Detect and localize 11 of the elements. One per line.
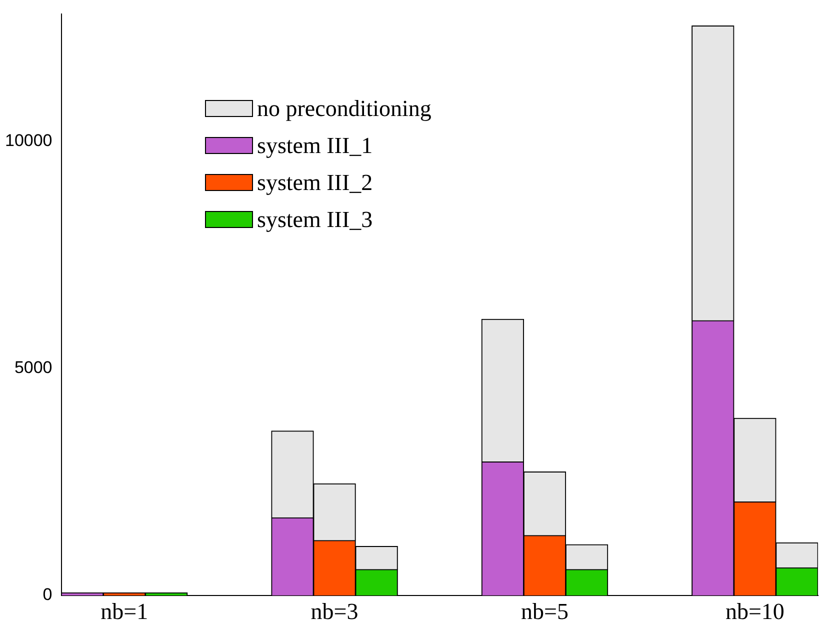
legend-label: no preconditioning	[257, 95, 432, 123]
x-tick-label: nb=3	[310, 599, 358, 624]
y-tick-label: 10000	[4, 130, 52, 150]
x-tick-label: nb=5	[520, 599, 568, 624]
legend-label: system III_1	[257, 132, 373, 160]
x-tick-label: nb=1	[100, 599, 148, 624]
y-tick-label: 0	[42, 585, 52, 604]
legend-label: system III_2	[257, 169, 373, 197]
legend-label: system III_3	[257, 206, 373, 234]
x-tick-label: nb=10	[725, 599, 784, 624]
y-tick-label: 5000	[14, 358, 52, 377]
